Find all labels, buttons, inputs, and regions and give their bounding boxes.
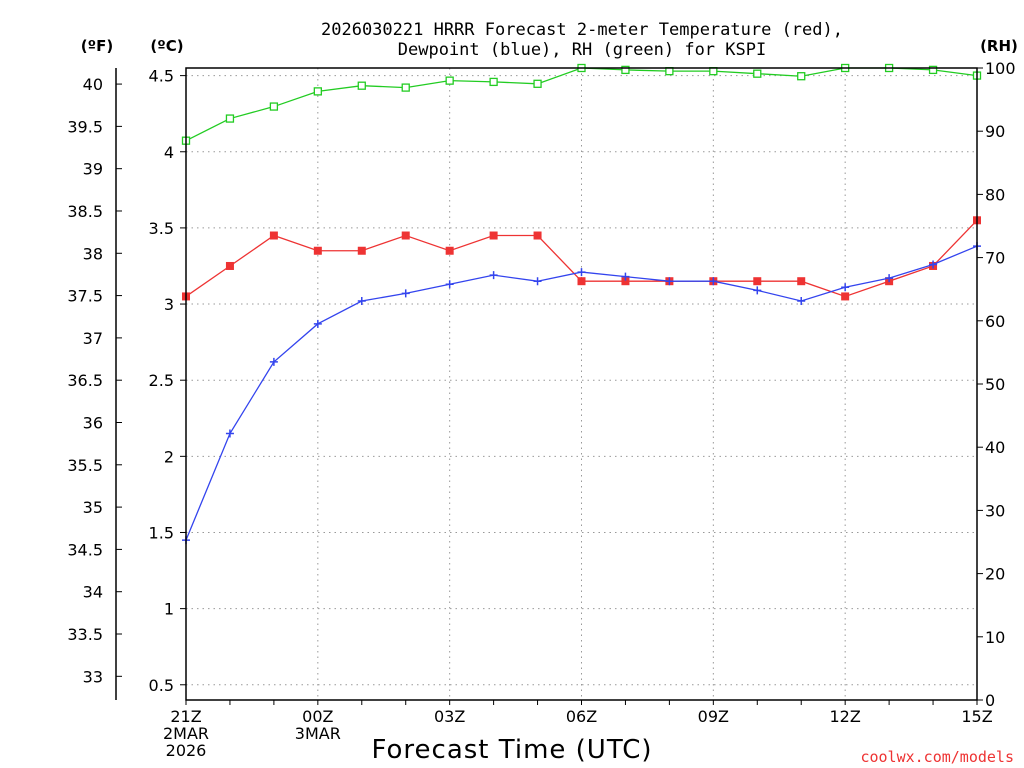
dewpoint-point bbox=[665, 277, 674, 286]
rh-point bbox=[357, 81, 366, 90]
dewpoint-point bbox=[269, 357, 278, 366]
celsius-tick-label: 1.5 bbox=[149, 523, 174, 542]
celsius-tick-label: 4 bbox=[164, 143, 174, 162]
temperature-point bbox=[445, 246, 454, 255]
dewpoint-point bbox=[225, 429, 234, 438]
dewpoint-point bbox=[533, 277, 542, 286]
rh-point bbox=[445, 76, 454, 85]
rh-tick-label: 60 bbox=[985, 312, 1005, 331]
rh-tick-label: 0 bbox=[985, 691, 995, 710]
fahrenheit-tick-label: 36.5 bbox=[67, 371, 103, 390]
fahrenheit-tick-label: 35 bbox=[83, 498, 103, 517]
temperature-point bbox=[797, 277, 806, 286]
rh-tick-label: 70 bbox=[985, 249, 1005, 268]
rh-tick-label: 30 bbox=[985, 501, 1005, 520]
x-tick-label: 21Z bbox=[170, 707, 201, 726]
rh-point bbox=[753, 69, 762, 78]
credit-text: coolwx.com/models bbox=[860, 748, 1014, 766]
x-tick-label: 00Z bbox=[302, 707, 333, 726]
temperature-point bbox=[533, 231, 542, 240]
plot-frame bbox=[185, 67, 978, 701]
temperature-point bbox=[313, 246, 322, 255]
fahrenheit-tick-label: 33.5 bbox=[67, 625, 103, 644]
fahrenheit-tick-label: 37 bbox=[83, 329, 103, 348]
fahrenheit-tick-label: 34 bbox=[83, 583, 103, 602]
temperature-point bbox=[401, 231, 410, 240]
rh-tick-label: 10 bbox=[985, 628, 1005, 647]
rh-point bbox=[489, 77, 498, 87]
temperature-point bbox=[577, 277, 586, 286]
x-tick-label: 09Z bbox=[698, 707, 729, 726]
temperature-point bbox=[621, 277, 630, 286]
dewpoint-point bbox=[401, 289, 410, 298]
rh-tick-label: 50 bbox=[985, 375, 1005, 394]
rh-tick-label: 20 bbox=[985, 565, 1005, 584]
rh-tick-label: 90 bbox=[985, 122, 1005, 141]
rh-point bbox=[533, 79, 542, 88]
fahrenheit-tick-label: 34.5 bbox=[67, 540, 103, 559]
celsius-unit-label: (ºC) bbox=[150, 37, 183, 55]
celsius-tick-label: 3 bbox=[164, 295, 174, 314]
dewpoint-point bbox=[621, 272, 630, 281]
fahrenheit-tick-label: 39 bbox=[83, 160, 103, 179]
fahrenheit-tick-label: 38.5 bbox=[67, 202, 103, 221]
fahrenheit-tick-label: 38 bbox=[83, 244, 103, 263]
rh-point bbox=[928, 65, 938, 75]
x-tick-label: 15Z bbox=[961, 707, 992, 726]
fahrenheit-tick-label: 37.5 bbox=[67, 287, 103, 306]
fahrenheit-unit-label: (ºF) bbox=[81, 37, 113, 55]
rh-unit-label: (RH) bbox=[980, 37, 1018, 55]
temperature-point bbox=[269, 231, 278, 240]
dewpoint-point bbox=[753, 286, 762, 295]
axis-layer: 0.511.522.533.544.53333.53434.53535.5363… bbox=[67, 59, 1015, 760]
celsius-tick-label: 3.5 bbox=[149, 219, 174, 238]
x-tick-label: 2026 bbox=[166, 741, 207, 760]
fahrenheit-tick-label: 33 bbox=[83, 667, 103, 686]
dewpoint-point bbox=[313, 319, 322, 328]
x-tick-label: 03Z bbox=[434, 707, 465, 726]
rh-point bbox=[401, 83, 410, 92]
celsius-tick-label: 0.5 bbox=[149, 676, 174, 695]
rh-tick-label: 80 bbox=[985, 185, 1005, 204]
chart-title-line-2: Dewpoint (blue), RH (green) for KSPI bbox=[398, 40, 766, 60]
temperature-point bbox=[489, 231, 498, 240]
rh-point bbox=[621, 65, 630, 75]
celsius-tick-label: 1 bbox=[164, 600, 174, 619]
x-tick-label: 3MAR bbox=[295, 724, 341, 743]
chart-title-line-1: 2026030221 HRRR Forecast 2-meter Tempera… bbox=[321, 20, 843, 40]
rh-point bbox=[225, 114, 235, 123]
rh-point bbox=[313, 87, 322, 96]
dewpoint-point bbox=[357, 297, 366, 306]
temperature-point bbox=[841, 292, 850, 301]
dewpoint-point bbox=[577, 268, 586, 277]
x-tick-label: 12Z bbox=[830, 707, 861, 726]
fahrenheit-tick-label: 36 bbox=[83, 413, 103, 432]
dewpoint-point bbox=[445, 280, 454, 289]
dewpoint-point bbox=[929, 260, 938, 269]
temperature-point bbox=[753, 277, 762, 286]
rh-point bbox=[269, 102, 279, 111]
celsius-tick-label: 2.5 bbox=[149, 371, 174, 390]
temperature-point bbox=[357, 246, 366, 255]
rh-point bbox=[797, 72, 806, 81]
x-tick-label: 2MAR bbox=[163, 724, 209, 743]
dewpoint-point bbox=[885, 274, 894, 283]
dewpoint-point bbox=[797, 297, 806, 306]
fahrenheit-tick-label: 40 bbox=[83, 75, 103, 94]
grid-layer bbox=[185, 68, 978, 700]
fahrenheit-tick-label: 39.5 bbox=[67, 117, 103, 136]
celsius-tick-label: 2 bbox=[164, 447, 174, 466]
celsius-tick-label: 4.5 bbox=[149, 67, 174, 86]
dewpoint-point bbox=[489, 271, 498, 280]
dewpoint-point bbox=[709, 277, 718, 286]
rh-tick-label: 40 bbox=[985, 438, 1005, 457]
x-tick-label: 06Z bbox=[566, 707, 597, 726]
temperature-point bbox=[225, 261, 234, 270]
dewpoint-point bbox=[841, 283, 850, 292]
x-axis-title: Forecast Time (UTC) bbox=[371, 735, 652, 765]
fahrenheit-tick-label: 35.5 bbox=[67, 456, 103, 475]
rh-tick-label: 100 bbox=[985, 59, 1016, 78]
